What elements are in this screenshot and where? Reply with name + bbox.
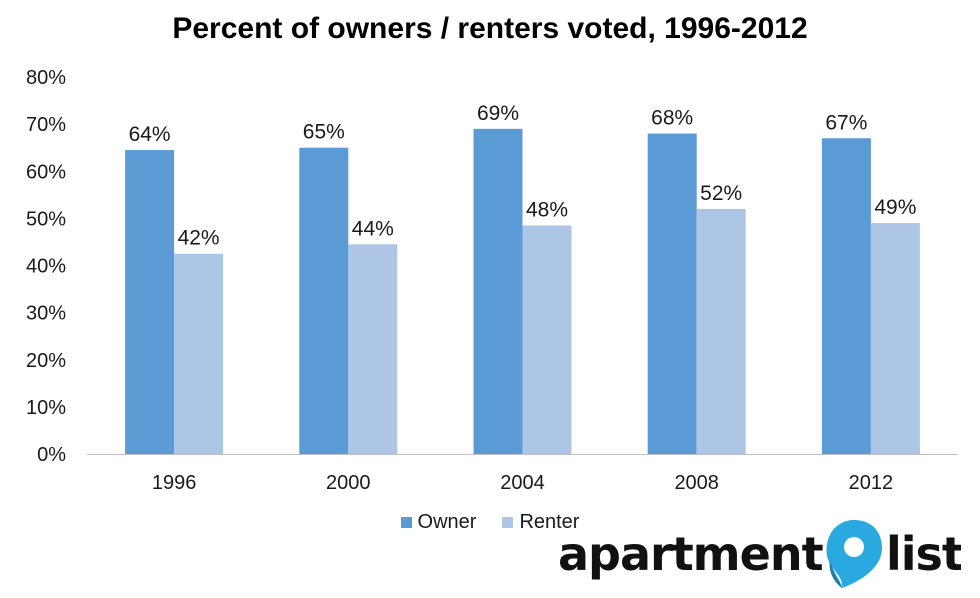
x-tick-label: 1996 [152, 472, 197, 494]
bar-owner-2012 [821, 138, 871, 454]
data-label-renter-2004: 48% [526, 198, 568, 221]
x-tick-label: 2004 [500, 472, 545, 494]
logo-word-apartment: apartment [558, 527, 823, 581]
bar-owner-1996 [125, 150, 175, 454]
bar-owner-2008 [647, 133, 697, 455]
bar-renter-2000 [348, 244, 398, 454]
data-label-renter-1996: 42% [178, 227, 220, 250]
data-label-owner-2000: 65% [303, 121, 345, 144]
y-tick-label: 70% [26, 114, 66, 136]
data-labels: 64% 42% 65% 44% 69% 48% 68% 52% 67% 49% [129, 102, 917, 250]
y-tick-label: 80% [26, 67, 66, 89]
legend-item-renter: Renter [502, 511, 579, 534]
x-axis-labels: 1996 2000 2004 2008 2012 [152, 472, 893, 494]
bar-renter-2012 [870, 223, 920, 454]
y-tick-label: 10% [26, 397, 66, 419]
data-label-renter-2008: 52% [700, 182, 742, 205]
legend-swatch-renter [502, 517, 514, 528]
data-label-owner-2008: 68% [651, 107, 693, 130]
x-tick-label: 2008 [674, 472, 719, 494]
data-label-owner-1996: 64% [129, 123, 171, 146]
y-tick-label: 20% [26, 350, 66, 372]
logo-word-list: list [886, 527, 961, 581]
bar-owner-2000 [299, 147, 349, 454]
x-tick-label: 2000 [326, 472, 371, 494]
data-label-owner-2004: 69% [477, 102, 519, 125]
data-label-renter-2000: 44% [352, 217, 394, 240]
legend-label-renter: Renter [519, 511, 580, 533]
data-label-renter-2012: 49% [874, 196, 916, 219]
bar-renter-1996 [174, 253, 224, 454]
y-tick-label: 50% [26, 208, 66, 230]
legend-swatch-owner [400, 517, 412, 528]
chart-title: Percent of owners / renters voted, 1996-… [172, 12, 808, 45]
y-axis-ticks: 0% 10% 20% 30% 40% 50% 60% 70% 80% [26, 67, 66, 466]
bars [125, 128, 920, 455]
y-tick-label: 60% [26, 161, 66, 183]
bar-owner-2004 [473, 128, 523, 454]
legend-item-owner: Owner [400, 511, 477, 534]
bar-renter-2008 [696, 208, 746, 454]
legend: Owner Renter [0, 511, 980, 534]
y-tick-label: 40% [26, 256, 66, 278]
y-tick-label: 0% [37, 444, 66, 466]
y-tick-label: 30% [26, 303, 66, 325]
map-pin-icon [826, 520, 882, 588]
bar-renter-2004 [522, 225, 572, 454]
apartment-list-logo: apartment list [558, 520, 961, 588]
legend-label-owner: Owner [417, 511, 477, 533]
data-label-owner-2012: 67% [825, 111, 867, 134]
x-tick-label: 2012 [849, 472, 894, 494]
